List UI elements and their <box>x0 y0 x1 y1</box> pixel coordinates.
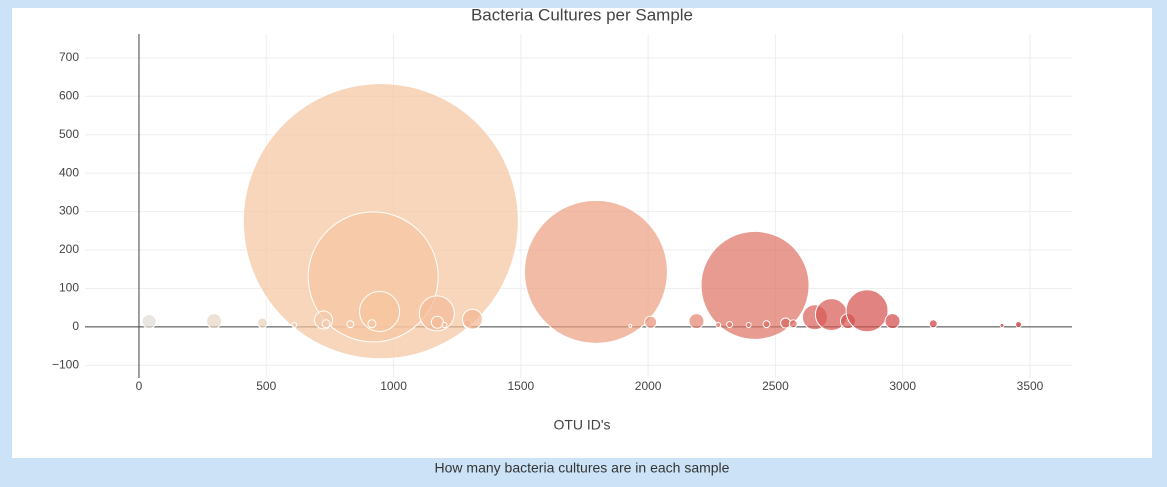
y-tick-label: 600 <box>59 88 79 102</box>
x-axis-title: OTU ID's <box>553 417 610 433</box>
bubble <box>700 230 810 340</box>
bubble <box>367 319 377 329</box>
bubble <box>461 308 483 330</box>
bubble <box>141 313 157 329</box>
x-tick-label: 500 <box>256 379 276 393</box>
bubble <box>307 211 439 343</box>
bubble <box>999 322 1005 328</box>
x-tick-label: 2000 <box>635 379 662 393</box>
y-tick-label: 200 <box>59 242 79 256</box>
y-tick-label: 500 <box>59 127 79 141</box>
y-tick-label: 700 <box>59 50 79 64</box>
bubble <box>715 321 722 328</box>
x-tick-label: 0 <box>136 379 143 393</box>
bubble <box>845 289 889 333</box>
bubble <box>206 313 223 330</box>
bubble <box>644 315 658 329</box>
y-tick-label: 0 <box>72 319 79 333</box>
bubble <box>523 199 668 344</box>
bubble <box>291 321 298 328</box>
chart-title: Bacteria Cultures per Sample <box>471 5 693 24</box>
bubble <box>441 321 448 328</box>
bubble <box>884 313 901 330</box>
bubble <box>346 320 355 329</box>
bubble <box>745 321 752 328</box>
y-tick-label: −100 <box>52 357 79 371</box>
x-tick-label: 3500 <box>1017 379 1044 393</box>
bubble <box>321 319 331 329</box>
caption: How many bacteria cultures are in each s… <box>435 460 730 476</box>
bubble <box>628 323 633 328</box>
bubble <box>762 320 771 329</box>
bubble <box>430 315 444 329</box>
y-tick-label: 400 <box>59 165 79 179</box>
x-tick-label: 3000 <box>889 379 916 393</box>
y-tick-label: 100 <box>59 281 79 295</box>
x-tick-label: 1500 <box>507 379 534 393</box>
bubble <box>256 317 268 329</box>
bubble <box>1015 321 1023 329</box>
x-tick-label: 1000 <box>380 379 407 393</box>
bubble <box>788 319 798 329</box>
bubble <box>928 319 938 329</box>
bubble <box>688 313 705 330</box>
bubble <box>726 321 734 329</box>
x-tick-label: 2500 <box>762 379 789 393</box>
y-tick-label: 300 <box>59 204 79 218</box>
bubble <box>359 291 401 333</box>
